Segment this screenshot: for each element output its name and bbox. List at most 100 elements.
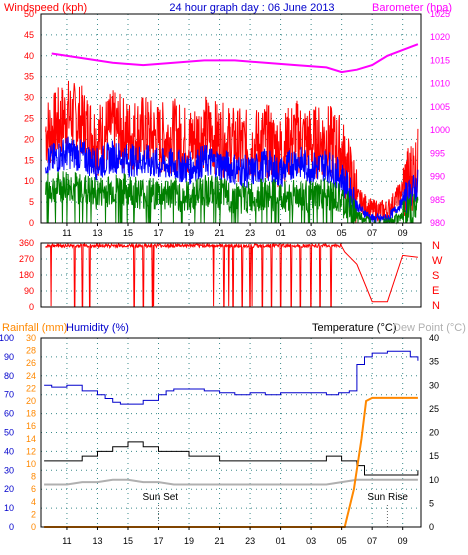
temperature-line (44, 441, 419, 476)
wind-plot-frame (40, 13, 422, 224)
climate-x-tick-label: 21 (215, 536, 225, 546)
direction-y-tick-label: 360 (19, 238, 34, 248)
direction-y-tick-label: 180 (19, 270, 34, 280)
humidity-y-tick-label: 30 (4, 465, 14, 475)
compass-label: W (432, 255, 443, 267)
climate-x-tick-label: 07 (367, 536, 377, 546)
direction-y-tick-label: 90 (24, 286, 34, 296)
climate-x-tick-label: 13 (92, 536, 102, 546)
wind-y-tick-label: 20 (24, 134, 34, 144)
wind-x-ticks: 11 13 15 17 19 21 23 01 03 05 07 09 (62, 223, 408, 238)
baro-y-tick-label: 990 (430, 172, 445, 182)
rainfall-y-tick-label: 12 (26, 446, 36, 456)
climate-x-tick-label: 11 (62, 536, 71, 546)
dewpoint-axis-label: Dew Point (°C) (393, 322, 466, 334)
direction-y-ticks: 0 90 180 270 360 (19, 238, 34, 312)
baro-y-ticks: 980 985 990 995 1000 1005 1010 1015 1020 1025 (430, 9, 450, 228)
direction-plot-frame (40, 242, 422, 308)
chart-title: 24 hour graph day : 06 June 2013 (169, 2, 334, 14)
direction-y-tick-label: 270 (19, 254, 34, 264)
wind-x-tick-label: 19 (184, 228, 194, 238)
wind-y-tick-label: 5 (29, 197, 34, 207)
wind-x-tick-label: 01 (276, 228, 286, 238)
dewpoint-line (44, 478, 418, 486)
climate-x-tick-label: 03 (306, 536, 316, 546)
temperature-y-tick-label: 40 (429, 333, 439, 343)
wind-x-tick-label: 05 (337, 228, 347, 238)
compass-label: E (432, 285, 439, 297)
wind-direction-line (45, 242, 418, 307)
temperature-y-tick-label: 30 (429, 380, 439, 390)
temperature-axis-label: Temperature (°C) (312, 322, 396, 334)
climate-series (44, 350, 419, 528)
baro-y-tick-label: 1005 (430, 102, 450, 112)
wind-series (45, 43, 419, 225)
temperature-y-tick-label: 0 (429, 522, 434, 532)
barometer-line (51, 43, 419, 74)
wind-axis-label: Windspeed (kph) (4, 2, 87, 14)
baro-y-tick-label: 985 (430, 195, 445, 205)
climate-x-tick-label: 19 (184, 536, 194, 546)
rainfall-y-tick-label: 2 (31, 509, 36, 519)
climate-x-tick-label: 15 (123, 536, 133, 546)
compass-label: S (432, 270, 439, 282)
rainfall-y-tick-label: 20 (26, 396, 36, 406)
humidity-y-tick-label: 90 (4, 352, 14, 362)
humidity-y-tick-label: 70 (4, 390, 14, 400)
climate-x-tick-label: 09 (398, 536, 408, 546)
direction-y-tick-label: 0 (29, 302, 34, 312)
compass-label: N (432, 240, 440, 252)
temperature-y-tick-label: 15 (429, 451, 439, 461)
temperature-y-tick-label: 5 (429, 498, 434, 508)
humidity-y-tick-label: 50 (4, 428, 14, 438)
rainfall-y-tick-label: 10 (26, 459, 36, 469)
baro-y-tick-label: 1010 (430, 79, 450, 89)
wind-y-tick-label: 0 (29, 218, 34, 228)
rainfall-y-tick-label: 22 (26, 383, 36, 393)
temperature-y-tick-label: 10 (429, 475, 439, 485)
compass-label: N (432, 300, 440, 312)
rainfall-y-tick-label: 0 (31, 522, 36, 532)
wind-x-tick-label: 15 (123, 228, 133, 238)
wind-x-tick-label: 23 (245, 228, 255, 238)
climate-x-tick-label: 01 (276, 536, 286, 546)
climate-x-ticks: 11 13 15 17 19 21 23 01 03 05 07 09 (62, 527, 408, 546)
rainfall-axis-label: Rainfall (mm) (2, 322, 67, 334)
rainfall-y-tick-label: 18 (26, 409, 36, 419)
rainfall-y-tick-label: 6 (31, 484, 36, 494)
wind-x-tick-label: 13 (92, 228, 102, 238)
average-speed-line (45, 136, 419, 224)
wind-y-tick-label: 30 (24, 93, 34, 103)
temperature-y-tick-label: 35 (429, 357, 439, 367)
baro-y-tick-label: 980 (430, 218, 445, 228)
rainfall-y-tick-label: 26 (26, 358, 36, 368)
baro-y-tick-label: 995 (430, 148, 445, 158)
climate-x-tick-label: 05 (337, 536, 347, 546)
humidity-y-tick-label: 60 (4, 409, 14, 419)
rainfall-y-tick-label: 16 (26, 421, 36, 431)
rainfall-y-tick-label: 8 (31, 472, 36, 482)
baro-axis-label: Barometer (hpa) (372, 2, 452, 14)
humidity-y-ticks: 0 10 20 30 40 50 60 70 80 90 100 (0, 333, 14, 532)
rainfall-y-tick-label: 24 (26, 371, 36, 381)
temperature-y-tick-label: 25 (429, 404, 439, 414)
direction-grid (41, 242, 421, 308)
wind-x-tick-label: 21 (215, 228, 225, 238)
temperature-y-tick-label: 20 (429, 428, 439, 438)
wind-y-tick-label: 50 (24, 9, 34, 19)
direction-series (45, 242, 418, 307)
sunrise-label: Sun Rise (367, 492, 408, 503)
climate-x-tick-label: 17 (154, 536, 164, 546)
humidity-y-tick-label: 10 (4, 503, 14, 513)
humidity-y-tick-label: 20 (4, 484, 14, 494)
humidity-y-tick-label: 0 (9, 522, 14, 532)
climate-x-tick-label: 23 (245, 536, 255, 546)
sunset-label: Sun Set (143, 492, 179, 503)
wind-x-tick-label: 17 (154, 228, 164, 238)
rainfall-y-tick-label: 30 (26, 333, 36, 343)
wind-y-tick-label: 35 (24, 72, 34, 82)
wind-y-tick-label: 25 (24, 114, 34, 124)
